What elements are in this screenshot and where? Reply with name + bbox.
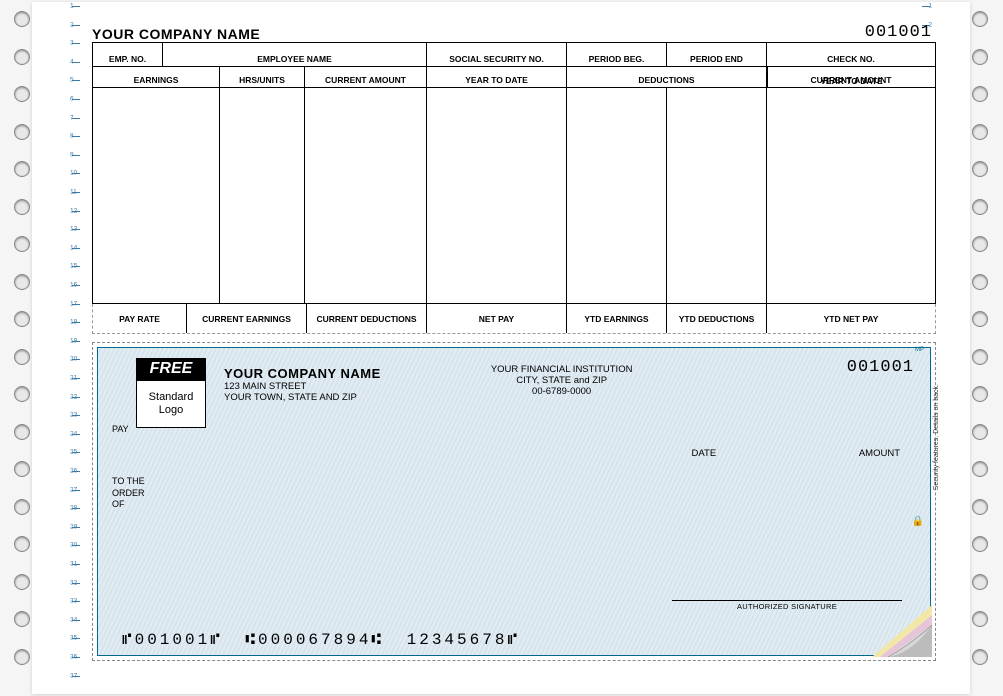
payer-name: YOUR COMPANY NAME [224,366,381,381]
micr-line: ⑈001001⑈ ⑆000067894⑆ 12345678⑈ [122,631,520,649]
body-col-hrs [220,88,305,303]
body-col-ded-b [667,88,767,303]
col-emp-no: EMP. NO. [93,43,163,66]
logo-free-label: FREE [137,359,205,381]
line-ruler-left: 1234567891011121314151617181920212223242… [72,2,76,694]
bank-name: YOUR FINANCIAL INSTITUTION [491,364,633,375]
payer-block: YOUR COMPANY NAME 123 MAIN STREET YOUR T… [224,358,381,403]
bank-routing: 00-6789-0000 [491,386,633,397]
bank-block: YOUR FINANCIAL INSTITUTION CITY, STATE a… [491,358,633,397]
payer-addr1: 123 MAIN STREET [224,381,381,392]
body-col-ded-a [567,88,667,303]
col-hrs-units: HRS/UNITS [220,67,305,87]
date-amount-row: DATE AMOUNT [692,448,900,459]
signature-line: AUTHORIZED SIGNATURE [672,600,902,611]
logo-line2: Logo [159,404,183,417]
col-ytd-right: YEAR TO DATE [768,66,935,88]
payer-addr2: YOUR TOWN, STATE AND ZIP [224,392,381,403]
foot-ytd-earn: YTD EARNINGS [567,304,667,333]
foot-cur-earn: CURRENT EARNINGS [187,304,307,333]
check-number: 001001 [847,358,914,377]
pay-label: PAY [112,424,129,434]
check-inner: MP 001001 FREE Standard Logo YOUR COMPAN… [97,347,931,656]
logo-line1: Standard [149,391,194,404]
order-of-2: ORDER [112,488,145,500]
page-curl-icon [872,605,932,657]
foot-pay-rate: PAY RATE [93,304,187,333]
col-employee-name: EMPLOYEE NAME [163,43,427,66]
col-period-end: PERIOD END [667,43,767,66]
col-ssn: SOCIAL SECURITY NO. [427,43,567,66]
stub-header: YOUR COMPANY NAME 001001 [92,20,936,42]
col-current-amount-left: CURRENT AMOUNT [305,67,427,87]
order-of-3: OF [112,499,145,511]
logo-standard-label: Standard Logo [137,381,205,427]
check-region: MP 001001 FREE Standard Logo YOUR COMPAN… [92,342,936,661]
form-content: YOUR COMPANY NAME 001001 EMP. NO. EMPLOY… [92,20,936,674]
paper-form: 1234567891011121314151617181920212223242… [32,2,970,694]
date-label: DATE [692,448,717,459]
logo-box: FREE Standard Logo [136,358,206,428]
col-deductions: DEDUCTIONS [567,67,767,87]
security-note: Security features. Details on back. [933,384,940,490]
foot-net-pay: NET PAY [427,304,567,333]
stub-check-number: 001001 [865,23,932,42]
padlock-icon: 🔒 [912,516,924,527]
amount-label: AMOUNT [859,448,900,459]
stub-body: YEAR TO DATE [92,88,936,304]
bank-city: CITY, STATE and ZIP [491,375,633,386]
col-check-no: CHECK NO. [767,43,935,66]
col-period-beg: PERIOD BEG. [567,43,667,66]
stub-row-employee: EMP. NO. EMPLOYEE NAME SOCIAL SECURITY N… [92,42,936,66]
tractor-holes-left [12,2,32,694]
col-ytd-left: YEAR TO DATE [427,67,567,87]
mp-mark: MP [915,347,924,353]
body-col-cur-amt-l [305,88,427,303]
body-col-ytd-r: YEAR TO DATE [767,88,935,303]
foot-ytd-net: YTD NET PAY [767,304,935,333]
body-col-ytd-l [427,88,567,303]
check-header: FREE Standard Logo YOUR COMPANY NAME 123… [112,358,916,428]
body-col-earnings [93,88,220,303]
foot-ytd-ded: YTD DEDUCTIONS [667,304,767,333]
tractor-holes-right [970,2,990,694]
col-earnings: EARNINGS [93,67,220,87]
stub-footer: PAY RATE CURRENT EARNINGS CURRENT DEDUCT… [92,304,936,334]
foot-cur-ded: CURRENT DEDUCTIONS [307,304,427,333]
order-of-1: TO THE [112,476,145,488]
stub-company-name: YOUR COMPANY NAME [92,26,865,42]
order-of-block: TO THE ORDER OF [112,476,145,511]
